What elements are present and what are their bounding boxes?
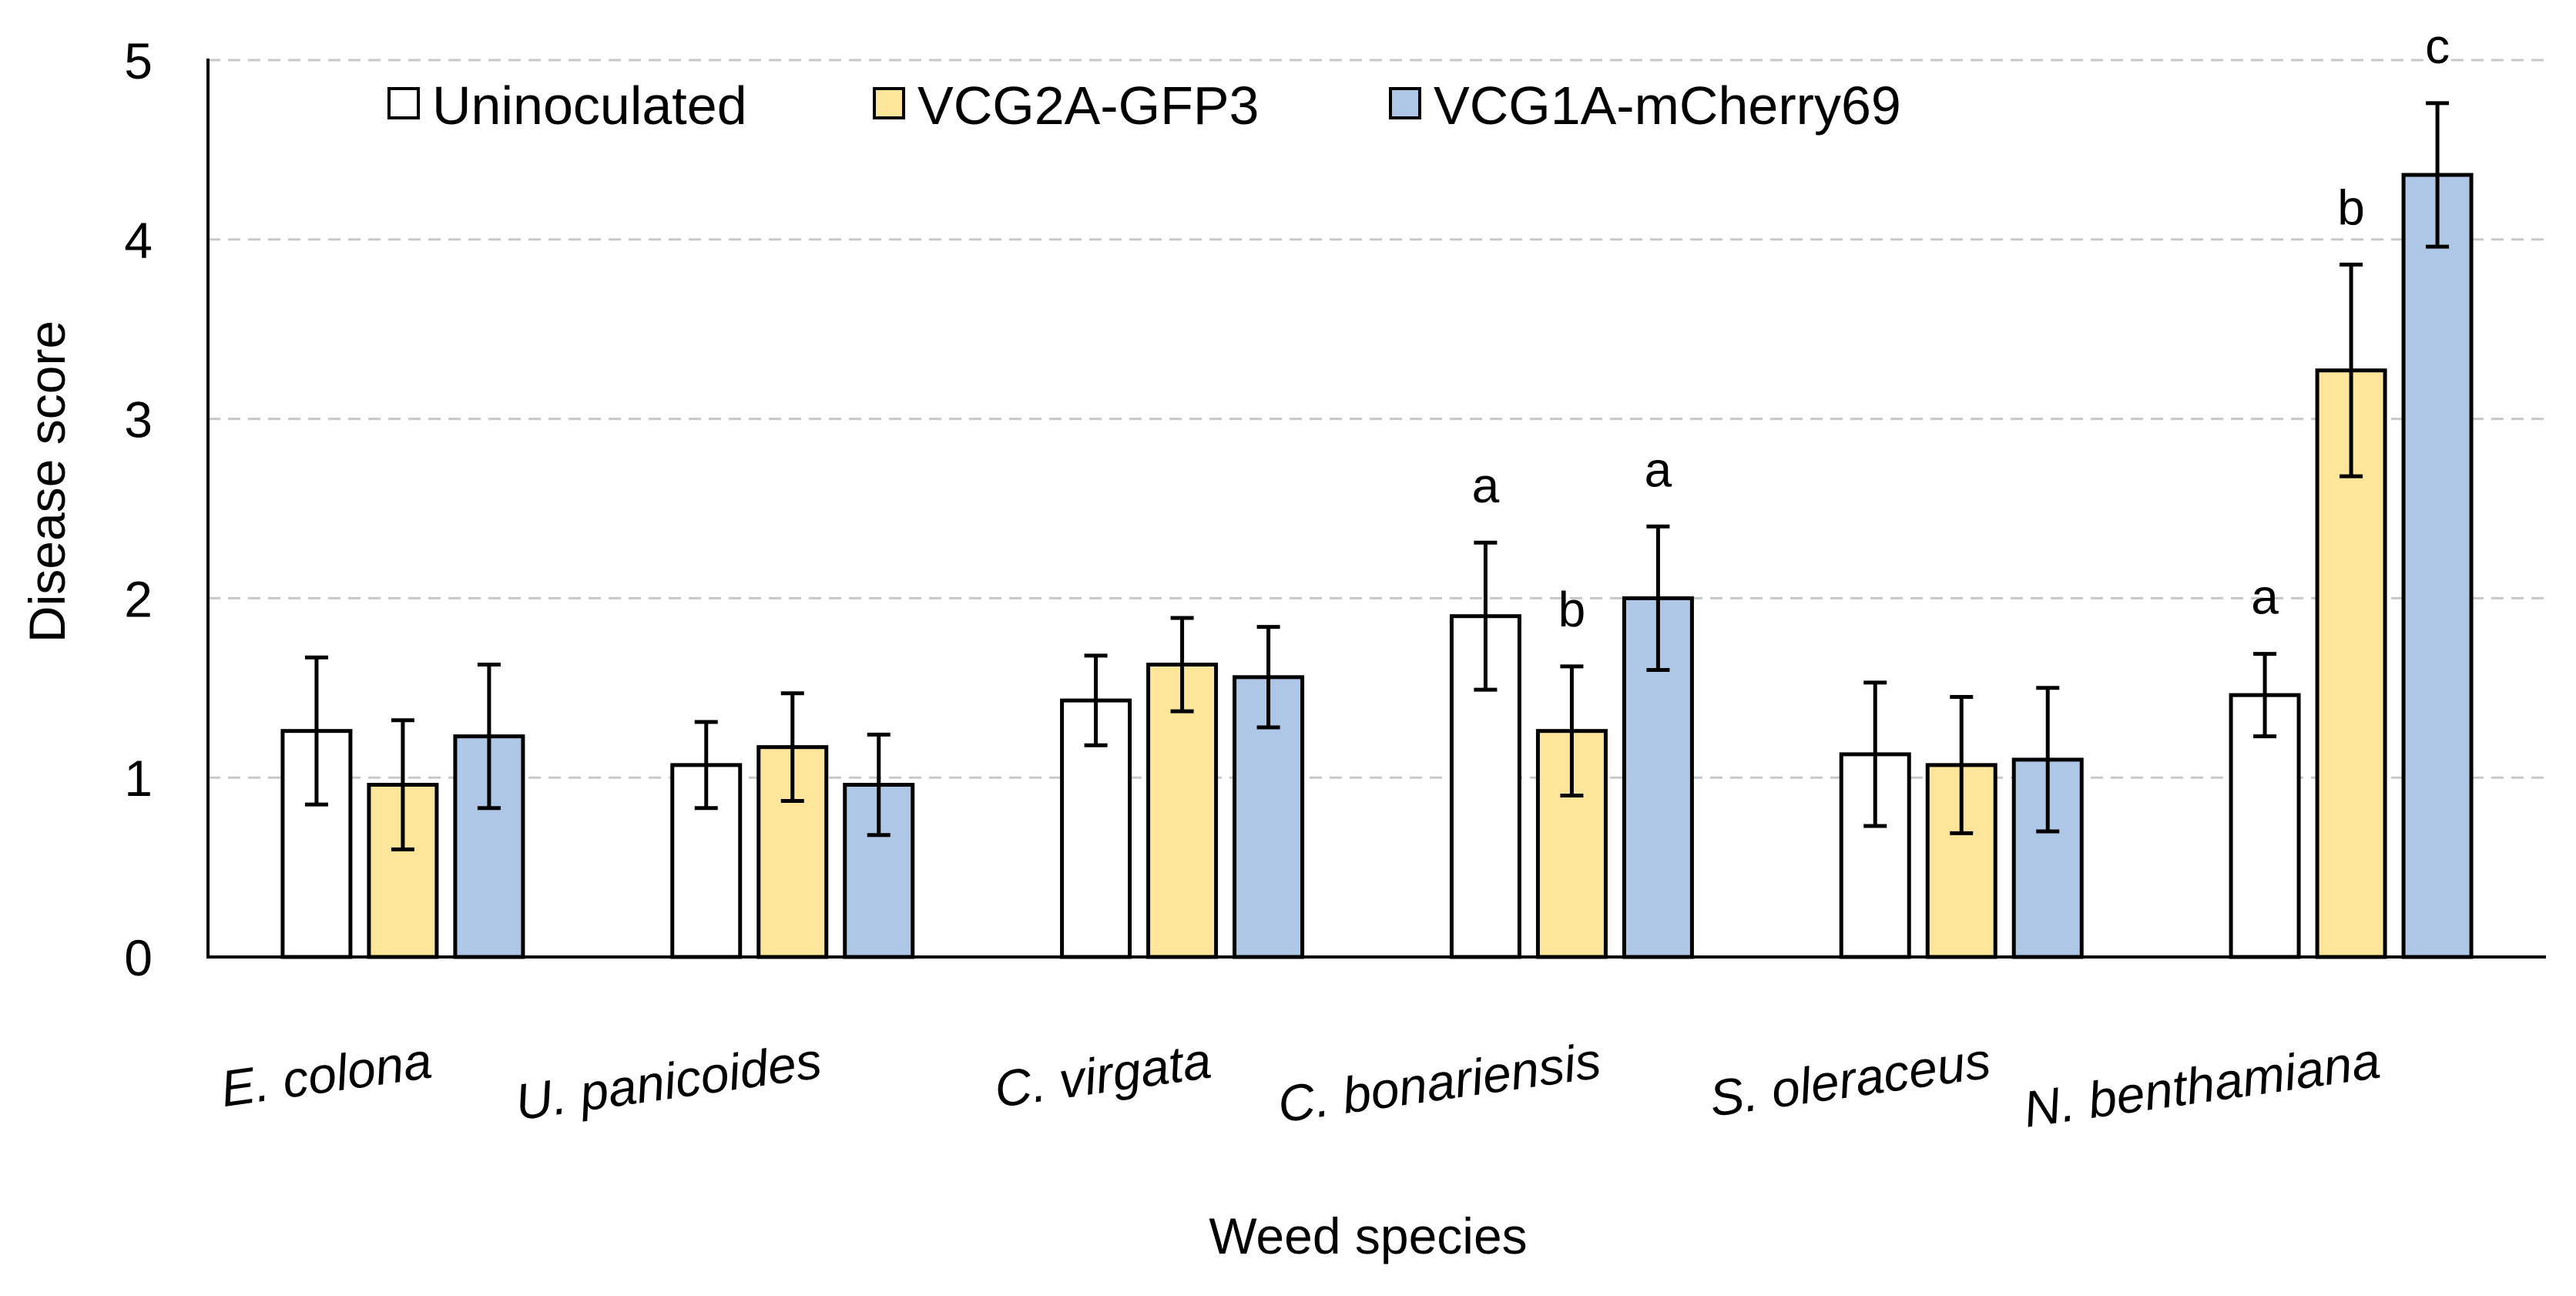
y-tick-label-2: 2 [124,570,153,627]
legend-swatch-vcg2a-gfp3 [873,87,905,119]
axes [206,59,2546,959]
bar-n-benthamiana-vcg1a-mcherry69 [2401,173,2474,959]
error-bar-s-oleraceus-vcg1a-mcherry69 [2036,686,2060,834]
error-bar-n-benthamiana-uninoculated [2253,652,2277,739]
y-tick-labels: 0 1 2 3 4 5 [124,32,153,986]
error-bar-e-colona-vcg2a-gfp3 [391,718,414,851]
error-bar-s-oleraceus-uninoculated [1863,680,1887,828]
error-bar-e-colona-uninoculated [304,655,328,807]
y-tick-label-3: 3 [124,391,153,448]
legend-label-uninoculated: Uninoculated [432,76,747,136]
x-category-label-c-bonariensis: C. bonariensis [1274,1032,1604,1133]
legend-item-vcg1a-mcherry69: VCG1A-mCherry69 [1389,76,1901,136]
legend-label-vcg2a-gfp3: VCG2A-GFP3 [917,76,1259,136]
legend-label-vcg1a-mcherry69: VCG1A-mCherry69 [1434,76,1901,136]
error-bar-e-colona-vcg1a-mcherry69 [477,663,501,811]
legend: Uninoculated VCG2A-GFP3 VCG1A-mCherry69 [387,76,1901,136]
legend-swatch-vcg1a-mcherry69 [1389,87,1421,119]
error-bar-c-bonariensis-uninoculated [1474,540,1498,692]
error-bar-c-virgata-vcg1a-mcherry69 [1256,625,1280,730]
y-tick-label-4: 4 [124,212,153,269]
significance-label-c-bonariensis-vcg2a-gfp3: b [1558,582,1586,637]
error-bar-c-bonariensis-vcg1a-mcherry69 [1646,524,1670,673]
gridlines [208,59,2546,779]
legend-item-vcg2a-gfp3: VCG2A-GFP3 [873,76,1259,136]
significance-label-n-benthamiana-vcg2a-gfp3: b [2337,180,2365,235]
y-tick-label-1: 1 [124,750,153,807]
y-tick-label-0: 0 [124,929,153,986]
x-category-label-n-benthamiana: N. benthamiana [2020,1032,2383,1138]
error-bars [304,101,2450,851]
error-bar-u-panicoides-vcg1a-mcherry69 [867,732,891,838]
legend-swatch-uninoculated [387,87,420,119]
x-axis-title: Weed species [1209,1207,1527,1264]
significance-label-c-bonariensis-uninoculated: a [1472,458,1500,513]
error-bar-u-panicoides-vcg2a-gfp3 [780,691,804,803]
error-bar-c-virgata-uninoculated [1084,653,1108,747]
bar-c-virgata-vcg2a-gfp3 [1146,663,1219,959]
x-category-label-e-colona: E. colona [217,1032,435,1118]
legend-item-uninoculated: Uninoculated [387,76,747,136]
y-tick-label-5: 5 [124,32,153,89]
error-bar-c-bonariensis-vcg2a-gfp3 [1560,664,1584,797]
significance-label-n-benthamiana-uninoculated: a [2251,569,2279,625]
bar-n-benthamiana-uninoculated [2229,693,2301,959]
x-category-label-c-virgata: C. virgata [991,1032,1215,1119]
x-category-label-s-oleraceus: S. oleraceus [1706,1032,1994,1127]
x-category-label-u-panicoides: U. panicoides [512,1032,824,1131]
error-bar-n-benthamiana-vcg1a-mcherry69 [2426,101,2450,249]
y-axis-title: Disease score [18,321,75,643]
bars [280,173,2474,959]
error-bar-s-oleraceus-vcg2a-gfp3 [1950,694,1974,835]
x-category-labels: E. colona U. panicoides C. virgata C. bonar… [217,1032,2383,1138]
error-bar-n-benthamiana-vcg2a-gfp3 [2340,262,2363,478]
significance-labels: a b a a b c [1472,18,2450,637]
error-bar-u-panicoides-uninoculated [694,720,718,811]
significance-label-c-bonariensis-vcg1a-mcherry69: a [1645,442,1672,497]
error-bar-c-virgata-vcg2a-gfp3 [1170,616,1194,713]
significance-label-n-benthamiana-vcg1a-mcherry69: c [2425,18,2450,74]
